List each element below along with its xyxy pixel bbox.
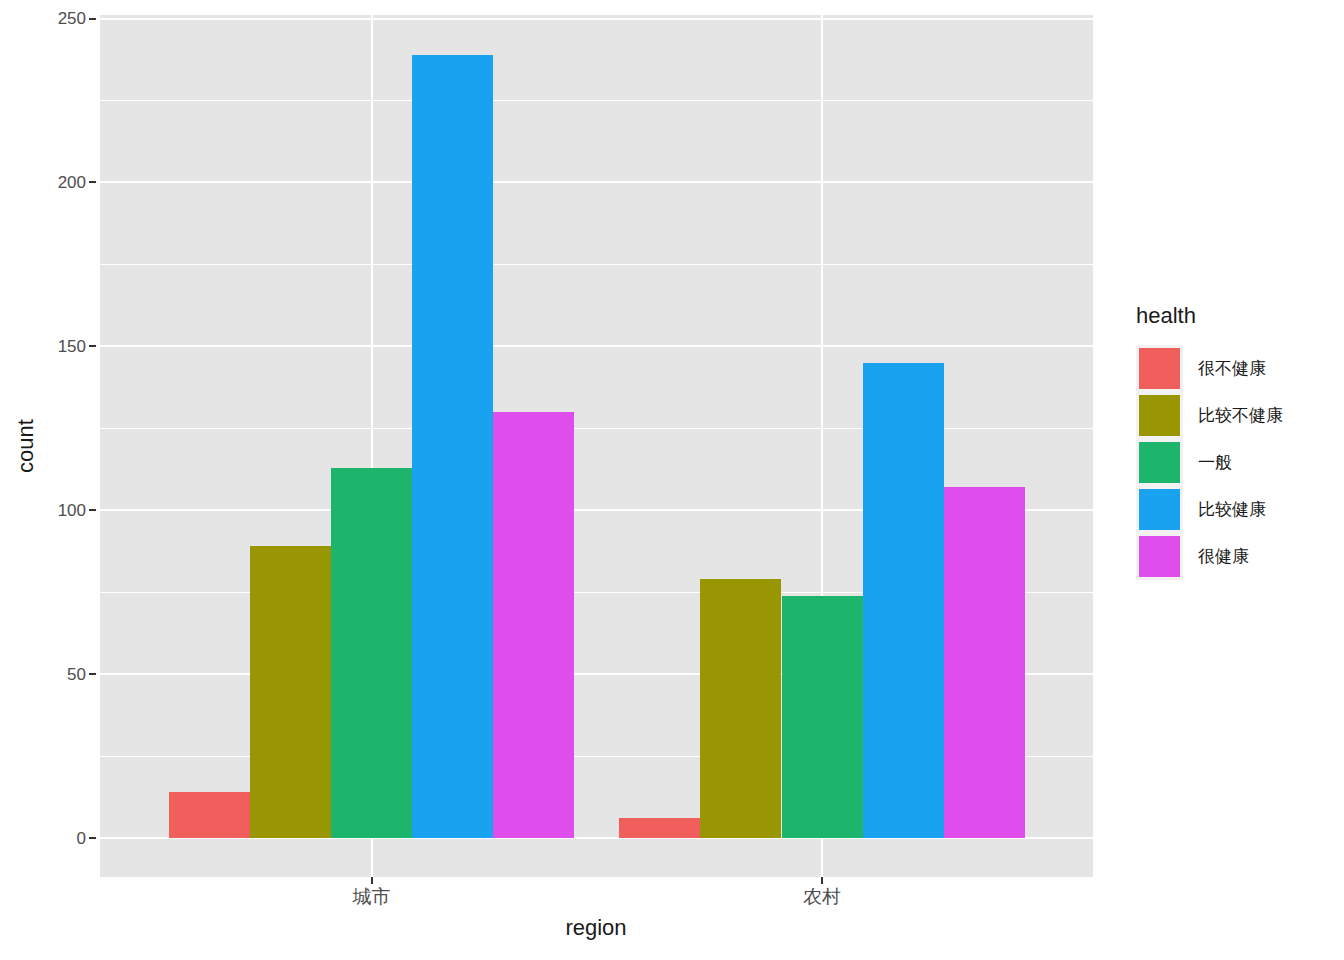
legend-swatch	[1139, 348, 1180, 389]
y-tick-label: 150	[26, 338, 86, 355]
gridline-minor-y	[100, 264, 1093, 265]
y-tick-mark	[89, 509, 96, 511]
y-tick-label: 100	[26, 502, 86, 519]
y-axis-title: count	[13, 419, 39, 473]
bar	[169, 792, 250, 838]
x-tick-label: 农村	[722, 886, 922, 908]
y-tick-label: 50	[26, 666, 86, 683]
legend-label: 比较不健康	[1198, 404, 1283, 427]
y-tick-label: 0	[26, 830, 86, 847]
y-tick-mark	[89, 837, 96, 839]
legend-swatch	[1139, 442, 1180, 483]
legend-label: 很不健康	[1198, 357, 1266, 380]
bar	[250, 546, 331, 838]
legend-label: 比较健康	[1198, 498, 1266, 521]
x-tick-mark	[371, 877, 373, 884]
gridline-major-y	[100, 345, 1093, 347]
y-tick-mark	[89, 345, 96, 347]
y-tick-mark	[89, 18, 96, 20]
legend: health 很不健康比较不健康一般比较健康很健康	[1136, 303, 1283, 580]
y-tick-label: 200	[26, 174, 86, 191]
legend-key	[1136, 486, 1183, 533]
legend-key	[1136, 345, 1183, 392]
x-axis-title: region	[496, 915, 696, 941]
y-tick-mark	[89, 673, 96, 675]
bar	[944, 487, 1025, 838]
legend-key	[1136, 533, 1183, 580]
legend-label: 一般	[1198, 451, 1232, 474]
bar	[331, 468, 412, 838]
legend-item: 比较不健康	[1136, 392, 1283, 439]
legend-key	[1136, 392, 1183, 439]
legend-label: 很健康	[1198, 545, 1249, 568]
legend-item: 很不健康	[1136, 345, 1283, 392]
bar	[700, 579, 781, 838]
legend-swatch	[1139, 489, 1180, 530]
legend-swatch	[1139, 395, 1180, 436]
legend-key	[1136, 439, 1183, 486]
gridline-major-y	[100, 18, 1093, 20]
legend-item: 比较健康	[1136, 486, 1283, 533]
y-tick-mark	[89, 181, 96, 183]
bar	[619, 818, 700, 838]
legend-swatch	[1139, 536, 1180, 577]
x-tick-mark	[821, 877, 823, 884]
legend-items: 很不健康比较不健康一般比较健康很健康	[1136, 345, 1283, 580]
plot-panel	[100, 15, 1093, 877]
bar	[782, 596, 863, 839]
gridline-major-y	[100, 181, 1093, 183]
gridline-minor-y	[100, 100, 1093, 101]
bar	[863, 363, 944, 838]
legend-title: health	[1136, 303, 1283, 329]
bar	[412, 55, 493, 838]
legend-item: 很健康	[1136, 533, 1283, 580]
x-tick-label: 城市	[272, 886, 472, 908]
bar-chart-figure: 0 50 100 150 200 250 城市 农村 region count health …	[0, 0, 1344, 960]
legend-item: 一般	[1136, 439, 1283, 486]
gridline-minor-y	[100, 428, 1093, 429]
bar	[493, 412, 574, 838]
y-tick-label: 250	[26, 10, 86, 27]
